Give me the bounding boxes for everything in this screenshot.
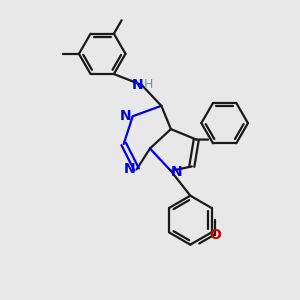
- Text: N: N: [120, 109, 131, 123]
- Text: O: O: [209, 227, 221, 242]
- Text: N: N: [132, 78, 144, 92]
- Text: N: N: [171, 164, 183, 178]
- Text: H: H: [144, 78, 154, 91]
- Text: N: N: [124, 162, 136, 176]
